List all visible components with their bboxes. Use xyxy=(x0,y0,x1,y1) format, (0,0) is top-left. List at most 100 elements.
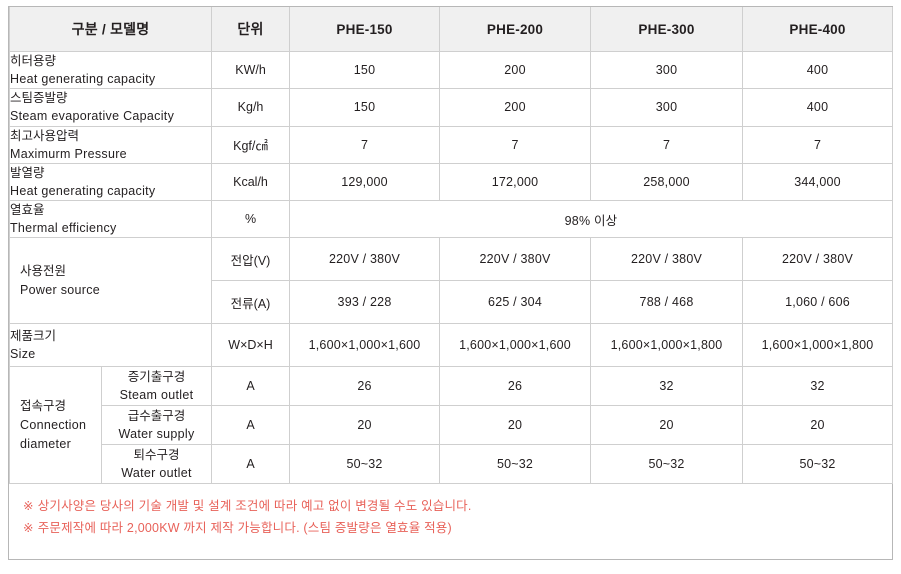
specification-table: 구분 / 모델명 단위 PHE-150 PHE-200 PHE-300 PHE-… xyxy=(8,7,894,485)
row-label-ko: 사용전원 xyxy=(20,264,67,278)
table-row-thermal-efficiency: 열효율 Thermal efficiency % 98% 이상 xyxy=(8,199,894,239)
row-label-connection-diameter: 접속구경 Connection diameter xyxy=(9,366,102,485)
row-label-ko: 히터용량 xyxy=(10,54,57,68)
cell-current-phe-400: 1,060 / 606 xyxy=(742,280,894,325)
footnotes: ※ 상기사양은 당사의 기술 개발 및 설계 조건에 따라 예고 없이 변경될 수… xyxy=(9,484,892,540)
footnote-line-2: ※ 주문제작에 따라 2,000KW 까지 제작 가능합니다. (스팀 증발량은 … xyxy=(23,518,892,540)
sub-label-steam-outlet: 증기출구경 Steam outlet xyxy=(100,366,213,407)
reference-mark-icon: ※ xyxy=(23,521,34,536)
row-label-ko: 열효율 xyxy=(10,203,45,217)
cell-maximum-pressure-phe-150: 7 xyxy=(289,125,441,164)
row-label-en-line2: diameter xyxy=(20,436,72,451)
footnote-line-2-text: 주문제작에 따라 2,000KW 까지 제작 가능합니다. (스팀 증발량은 열… xyxy=(37,521,452,536)
cell-size-phe-150: 1,600×1,000×1,600 xyxy=(289,323,441,368)
cell-calorific-value-phe-300: 258,000 xyxy=(590,162,744,202)
cell-voltage-phe-200: 220V / 380V xyxy=(439,237,592,282)
specification-panel: 구분 / 모델명 단위 PHE-150 PHE-200 PHE-300 PHE-… xyxy=(8,6,894,560)
sub-label-en: Water supply xyxy=(118,427,195,442)
cell-voltage-phe-400: 220V / 380V xyxy=(742,237,894,282)
row-unit-water-outlet: A xyxy=(211,444,291,485)
table-header-row: 구분 / 모델명 단위 PHE-150 PHE-200 PHE-300 PHE-… xyxy=(8,7,894,52)
table-row-heater-capacity: 히터용량 Heat generating capacity KW/h 150 2… xyxy=(8,50,894,90)
cell-heater-capacity-phe-150: 150 xyxy=(289,50,441,90)
table-row-power-source-current: 전류(A) 393 / 228 625 / 304 788 / 468 1,06… xyxy=(10,280,894,325)
header-model-phe-300: PHE-300 xyxy=(590,7,744,52)
row-label-size: 제품크기 Size xyxy=(8,323,213,368)
footnote-line-1: ※ 상기사양은 당사의 기술 개발 및 설계 조건에 따라 예고 없이 변경될 수… xyxy=(23,496,892,518)
cell-heater-capacity-phe-400: 400 xyxy=(742,50,894,90)
row-label-ko: 제품크기 xyxy=(10,329,57,344)
row-label-en: Heat generating capacity xyxy=(10,183,156,198)
reference-mark-icon: ※ xyxy=(23,499,34,514)
row-label-en: Power source xyxy=(20,282,101,297)
cell-water-outlet-phe-150: 50~32 xyxy=(289,444,441,485)
cell-voltage-phe-300: 220V / 380V xyxy=(590,237,744,282)
table-row-calorific-value: 발열량 Heat generating capacity Kcal/h 129,… xyxy=(8,162,894,202)
row-label-ko: 접속구경 xyxy=(20,399,67,414)
sub-label-water-outlet: 퇴수구경 Water outlet xyxy=(100,444,213,485)
row-label-ko: 발열량 xyxy=(10,165,45,180)
cell-water-supply-phe-200: 20 xyxy=(439,405,592,446)
cell-steam-outlet-phe-150: 26 xyxy=(289,366,441,407)
cell-heater-capacity-phe-300: 300 xyxy=(590,50,744,90)
cell-steam-evaporative-phe-400: 400 xyxy=(742,88,894,127)
cell-size-phe-400: 1,600×1,000×1,800 xyxy=(742,323,894,368)
row-label-maximum-pressure: 최고사용압력 Maximurm Pressure xyxy=(8,125,213,164)
cell-thermal-efficiency-all-models: 98% 이상 xyxy=(289,199,894,239)
table-row-power-source-voltage: 사용전원 Power source 전압(V) 220V / 380V 220V… xyxy=(8,237,894,325)
row-label-ko: 스팀증발량 xyxy=(10,91,68,106)
header-category: 구분 / 모델명 xyxy=(8,7,213,52)
sub-label-en: Steam outlet xyxy=(119,388,194,403)
cell-maximum-pressure-phe-400: 7 xyxy=(742,125,894,164)
cell-voltage-phe-150: 220V / 380V xyxy=(289,237,441,282)
cell-water-supply-phe-400: 20 xyxy=(742,405,894,446)
cell-water-supply-phe-300: 20 xyxy=(590,405,744,446)
row-label-power-source: 사용전원 Power source xyxy=(8,237,213,325)
sub-label-en: Water outlet xyxy=(121,466,192,481)
row-unit-steam-outlet: A xyxy=(211,366,291,407)
row-label-en: Heat generating capacity xyxy=(10,72,156,87)
cell-maximum-pressure-phe-200: 7 xyxy=(439,125,592,164)
row-label-en: Size xyxy=(10,347,36,362)
cell-calorific-value-phe-150: 129,000 xyxy=(289,162,441,202)
cell-water-supply-phe-150: 20 xyxy=(289,405,441,446)
cell-steam-evaporative-phe-300: 300 xyxy=(590,88,744,127)
table-row-maximum-pressure: 최고사용압력 Maximurm Pressure Kgf/㎠ 7 7 7 7 xyxy=(8,125,894,164)
table-row-connection-water-outlet: 퇴수구경 Water outlet A 50~32 50~32 50~32 50… xyxy=(10,444,894,485)
sub-label-ko: 급수출구경 xyxy=(127,409,186,424)
cell-calorific-value-phe-400: 344,000 xyxy=(742,162,894,202)
sub-label-water-supply: 급수출구경 Water supply xyxy=(100,405,213,446)
row-unit-heater-capacity: KW/h xyxy=(211,50,291,90)
row-unit-thermal-efficiency: % xyxy=(211,199,291,239)
row-unit-calorific-value: Kcal/h xyxy=(211,162,291,202)
cell-current-phe-300: 788 / 468 xyxy=(590,280,744,325)
cell-current-phe-200: 625 / 304 xyxy=(439,280,592,325)
header-model-phe-200: PHE-200 xyxy=(439,7,592,52)
row-label-steam-evaporative-capacity: 스팀증발량 Steam evaporative Capacity xyxy=(8,88,213,127)
cell-water-outlet-phe-300: 50~32 xyxy=(590,444,744,485)
table-row-size: 제품크기 Size W×D×H 1,600×1,000×1,600 1,600×… xyxy=(8,323,894,368)
sub-label-ko: 퇴수구경 xyxy=(133,448,180,463)
cell-steam-outlet-phe-400: 32 xyxy=(742,366,894,407)
cell-water-outlet-phe-200: 50~32 xyxy=(439,444,592,485)
cell-calorific-value-phe-200: 172,000 xyxy=(439,162,592,202)
header-model-phe-400: PHE-400 xyxy=(742,7,894,52)
footnote-line-1-text: 상기사양은 당사의 기술 개발 및 설계 조건에 따라 예고 없이 변경될 수도… xyxy=(37,499,472,514)
row-label-en: Steam evaporative Capacity xyxy=(10,109,175,124)
row-unit-steam-evaporative-capacity: Kg/h xyxy=(211,88,291,127)
cell-current-phe-150: 393 / 228 xyxy=(289,280,441,325)
row-label-thermal-efficiency: 열효율 Thermal efficiency xyxy=(8,199,213,239)
cell-steam-evaporative-phe-200: 200 xyxy=(439,88,592,127)
row-label-ko: 최고사용압력 xyxy=(10,128,80,143)
cell-steam-outlet-phe-200: 26 xyxy=(439,366,592,407)
row-label-calorific-value: 발열량 Heat generating capacity xyxy=(8,162,213,202)
cell-maximum-pressure-phe-300: 7 xyxy=(590,125,744,164)
cell-size-phe-200: 1,600×1,000×1,600 xyxy=(439,323,592,368)
row-unit-current: 전류(A) xyxy=(211,280,291,325)
table-row-steam-evaporative-capacity: 스팀증발량 Steam evaporative Capacity Kg/h 15… xyxy=(8,88,894,127)
row-unit-size: W×D×H xyxy=(211,323,291,368)
row-unit-water-supply: A xyxy=(211,405,291,446)
cell-size-phe-300: 1,600×1,000×1,800 xyxy=(590,323,744,368)
cell-water-outlet-phe-400: 50~32 xyxy=(742,444,894,485)
table-row-connection-steam-outlet: 접속구경 Connection diameter 증기출구경 Steam out… xyxy=(9,366,894,485)
